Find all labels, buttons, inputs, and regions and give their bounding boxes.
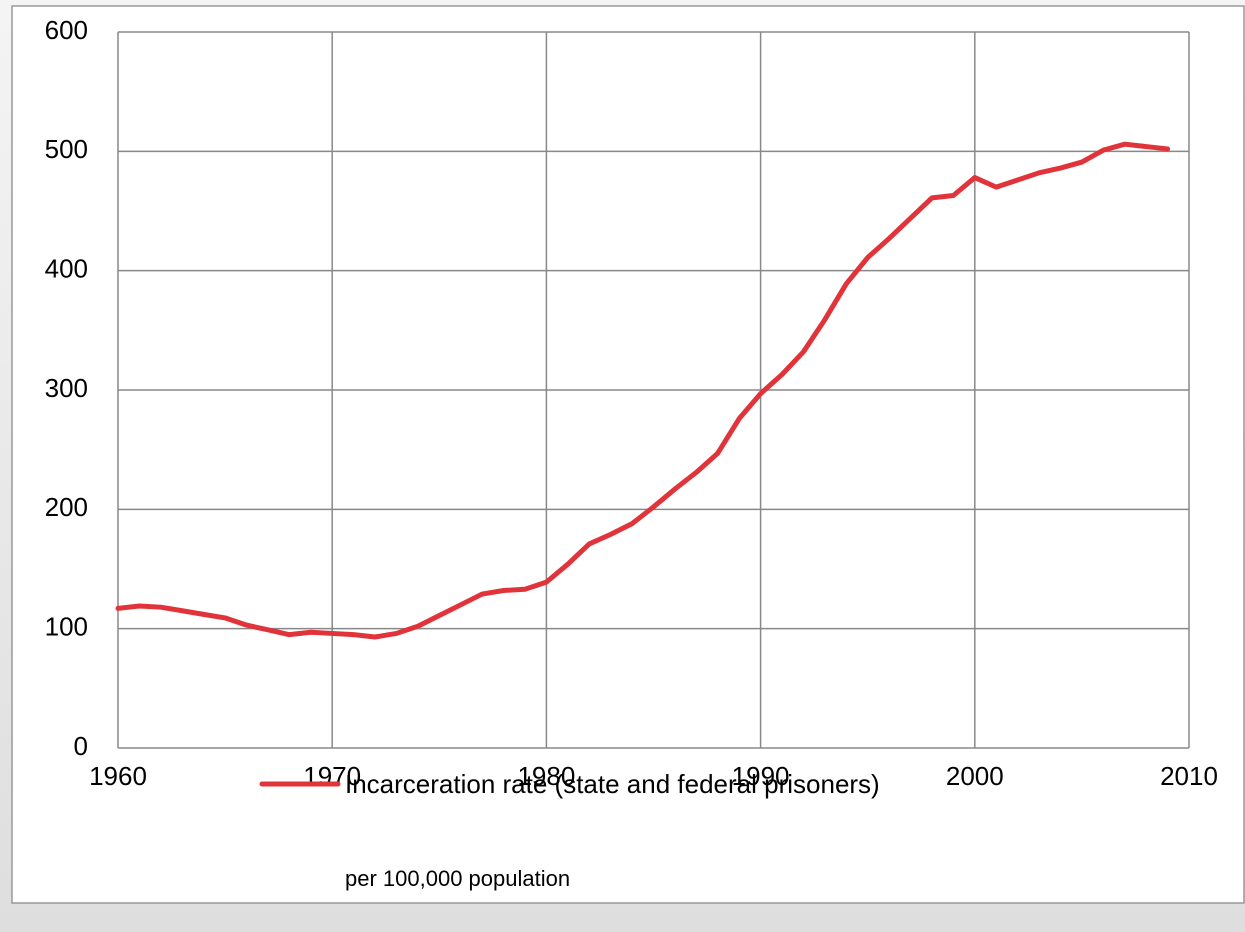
annotation: per 100,000 population [345, 866, 570, 891]
data-line [115, 141, 1171, 640]
y-tick-label: 500 [45, 134, 88, 164]
y-tick-label: 600 [45, 15, 88, 45]
x-tick-label: 2010 [1160, 761, 1218, 791]
y-tick-label: 400 [45, 254, 88, 284]
y-tick-label: 100 [45, 612, 88, 642]
legend-label: Incarceration rate (state and federal pr… [345, 769, 880, 799]
y-tick-label: 300 [45, 373, 88, 403]
x-tick-label: 1990 [732, 761, 790, 791]
y-tick-label: 200 [45, 492, 88, 522]
x-tick-label: 2000 [946, 761, 1004, 791]
x-tick-label: 1960 [89, 761, 147, 791]
y-tick-label: 0 [74, 731, 88, 761]
x-tick-label: 1980 [517, 761, 575, 791]
chart-frame [11, 5, 1245, 904]
